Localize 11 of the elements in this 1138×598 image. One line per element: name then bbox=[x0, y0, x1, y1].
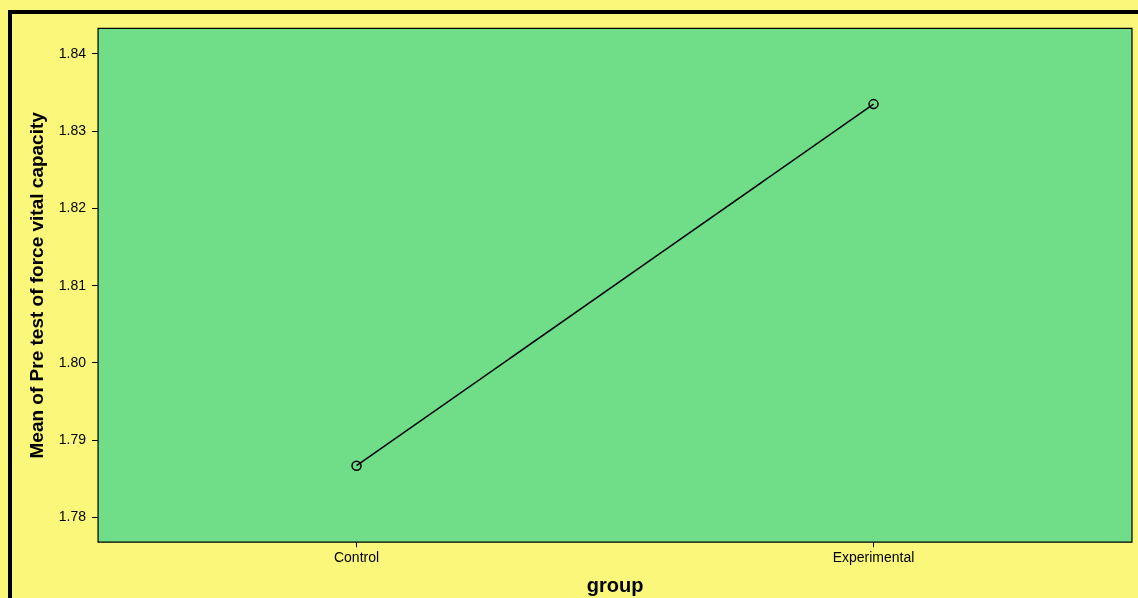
x-tick-label: Control bbox=[333, 549, 380, 566]
x-tick-label: Experimental bbox=[832, 549, 915, 566]
y-tick-label: 1.84 bbox=[58, 44, 87, 61]
y-tick-label: 1.83 bbox=[58, 122, 87, 139]
y-axis-title: Mean of Pre test of force vital capacity bbox=[25, 111, 47, 459]
y-tick-label: 1.79 bbox=[58, 431, 87, 448]
y-tick-label: 1.82 bbox=[58, 199, 87, 216]
y-tick-label: 1.78 bbox=[58, 508, 87, 525]
x-axis-title: group bbox=[586, 573, 644, 596]
y-tick-label: 1.81 bbox=[58, 276, 87, 293]
y-tick-label: 1.80 bbox=[58, 353, 87, 370]
